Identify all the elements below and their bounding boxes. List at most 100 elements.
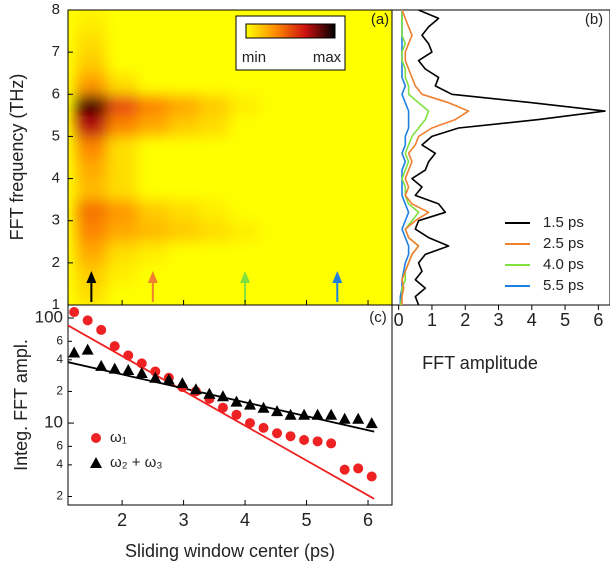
data-point bbox=[149, 371, 162, 383]
heatmap-cell bbox=[106, 220, 138, 243]
heatmap-cell bbox=[321, 241, 354, 264]
y-tick-label: 8 bbox=[52, 1, 60, 18]
arrow-head bbox=[147, 271, 158, 283]
arrow-head bbox=[332, 271, 343, 283]
x-tick-label: 5 bbox=[560, 310, 570, 330]
data-point bbox=[243, 398, 256, 410]
heatmap-cell bbox=[352, 31, 384, 53]
panel-label: (c) bbox=[369, 309, 387, 326]
data-point bbox=[108, 362, 121, 374]
data-point bbox=[68, 346, 81, 358]
legend-label: 2.5 ps bbox=[543, 235, 584, 252]
heatmap-cell bbox=[106, 157, 138, 180]
heatmap-cell bbox=[198, 262, 231, 285]
heatmap-cell bbox=[229, 178, 261, 201]
heatmap-cell bbox=[198, 241, 231, 264]
data-point bbox=[81, 343, 94, 355]
panel-label: (a) bbox=[371, 11, 389, 28]
heatmap-cell bbox=[75, 115, 108, 137]
y-tick-label: 4 bbox=[56, 457, 63, 471]
x-tick-label: 3 bbox=[494, 310, 504, 330]
heatmap-cell bbox=[106, 115, 138, 137]
heatmap-cell bbox=[137, 136, 169, 158]
data-point bbox=[150, 366, 161, 377]
heatmap-cell bbox=[106, 52, 138, 74]
heatmap-cell bbox=[229, 73, 261, 95]
y-axis-label: Integ. FFT ampl. bbox=[11, 339, 31, 471]
heatmap-cell bbox=[75, 31, 108, 53]
y-tick-label: 100 bbox=[35, 307, 63, 326]
heatmap-cell bbox=[260, 283, 292, 305]
heatmap-cell bbox=[352, 199, 384, 222]
heatmap-cell bbox=[106, 283, 138, 305]
data-point bbox=[271, 405, 284, 417]
data-point bbox=[353, 463, 364, 474]
heatmap-cell bbox=[75, 52, 108, 74]
heatmap-cell bbox=[291, 220, 323, 243]
legend-label: 4.0 ps bbox=[543, 256, 584, 273]
x-tick-label: 6 bbox=[593, 310, 603, 330]
heatmap-cell bbox=[198, 283, 231, 305]
data-point bbox=[366, 471, 377, 482]
heatmap-cell bbox=[168, 262, 200, 285]
heatmap-cell bbox=[168, 73, 200, 95]
heatmap-cell bbox=[291, 94, 323, 116]
data-point bbox=[231, 409, 242, 420]
heatmap-cell bbox=[198, 10, 231, 32]
heatmap-cell bbox=[352, 10, 384, 32]
heatmap-cell bbox=[198, 52, 231, 74]
x-axis-label: Sliding window center (ps) bbox=[125, 541, 335, 561]
heatmap-cell bbox=[75, 73, 108, 95]
data-point bbox=[136, 358, 147, 369]
heatmap-cell bbox=[198, 157, 231, 180]
heatmap-cell bbox=[75, 220, 108, 243]
heatmap-cell bbox=[229, 241, 261, 264]
heatmap-cell bbox=[291, 73, 323, 95]
heatmap-cell bbox=[75, 241, 108, 264]
spectrum-line bbox=[401, 9, 470, 305]
heatmap-cell bbox=[352, 115, 384, 137]
heatmap-cell bbox=[291, 199, 323, 222]
y-tick-label: 2 bbox=[56, 384, 63, 398]
heatmap-cell bbox=[137, 52, 169, 74]
heatmap-cell bbox=[321, 136, 354, 158]
heatmap-cell bbox=[198, 94, 231, 116]
data-point bbox=[272, 428, 283, 439]
arrow-head bbox=[86, 271, 97, 283]
data-point bbox=[326, 438, 337, 449]
heatmap-cell bbox=[106, 262, 138, 285]
heatmap-cell bbox=[168, 283, 200, 305]
heatmap-cell bbox=[106, 199, 138, 222]
heatmap-cell bbox=[198, 178, 231, 201]
data-point bbox=[352, 412, 365, 424]
heatmap-cell bbox=[137, 10, 169, 32]
y-axis-label: FFT frequency (THz) bbox=[7, 74, 27, 241]
heatmap-cell bbox=[291, 283, 323, 305]
arrow-head bbox=[240, 271, 251, 283]
y-tick-label: 2 bbox=[56, 489, 63, 503]
data-point bbox=[258, 422, 269, 433]
heatmap-cell bbox=[106, 73, 138, 95]
data-point bbox=[299, 434, 310, 445]
x-tick-label: 2 bbox=[460, 310, 470, 330]
heatmap-cell bbox=[137, 94, 169, 116]
heatmap-cell bbox=[106, 136, 138, 158]
x-tick-label: 1 bbox=[427, 310, 437, 330]
heatmap-cell bbox=[75, 136, 108, 158]
data-point bbox=[244, 418, 255, 429]
y-tick-label: 7 bbox=[52, 43, 60, 60]
heatmap-cell bbox=[352, 220, 384, 243]
heatmap-cell bbox=[137, 73, 169, 95]
heatmap-cell bbox=[137, 115, 169, 137]
heatmap-cell bbox=[168, 136, 200, 158]
y-tick-label: 1 bbox=[52, 296, 60, 313]
heatmap-cell bbox=[260, 94, 292, 116]
y-tick-label: 4 bbox=[56, 352, 63, 366]
data-point bbox=[365, 417, 378, 429]
x-tick-label: 4 bbox=[527, 310, 537, 330]
heatmap-cell bbox=[198, 136, 231, 158]
data-point bbox=[95, 359, 108, 371]
heatmap-cell bbox=[106, 94, 138, 116]
y-tick-label: 6 bbox=[52, 85, 60, 102]
data-point bbox=[284, 408, 297, 420]
